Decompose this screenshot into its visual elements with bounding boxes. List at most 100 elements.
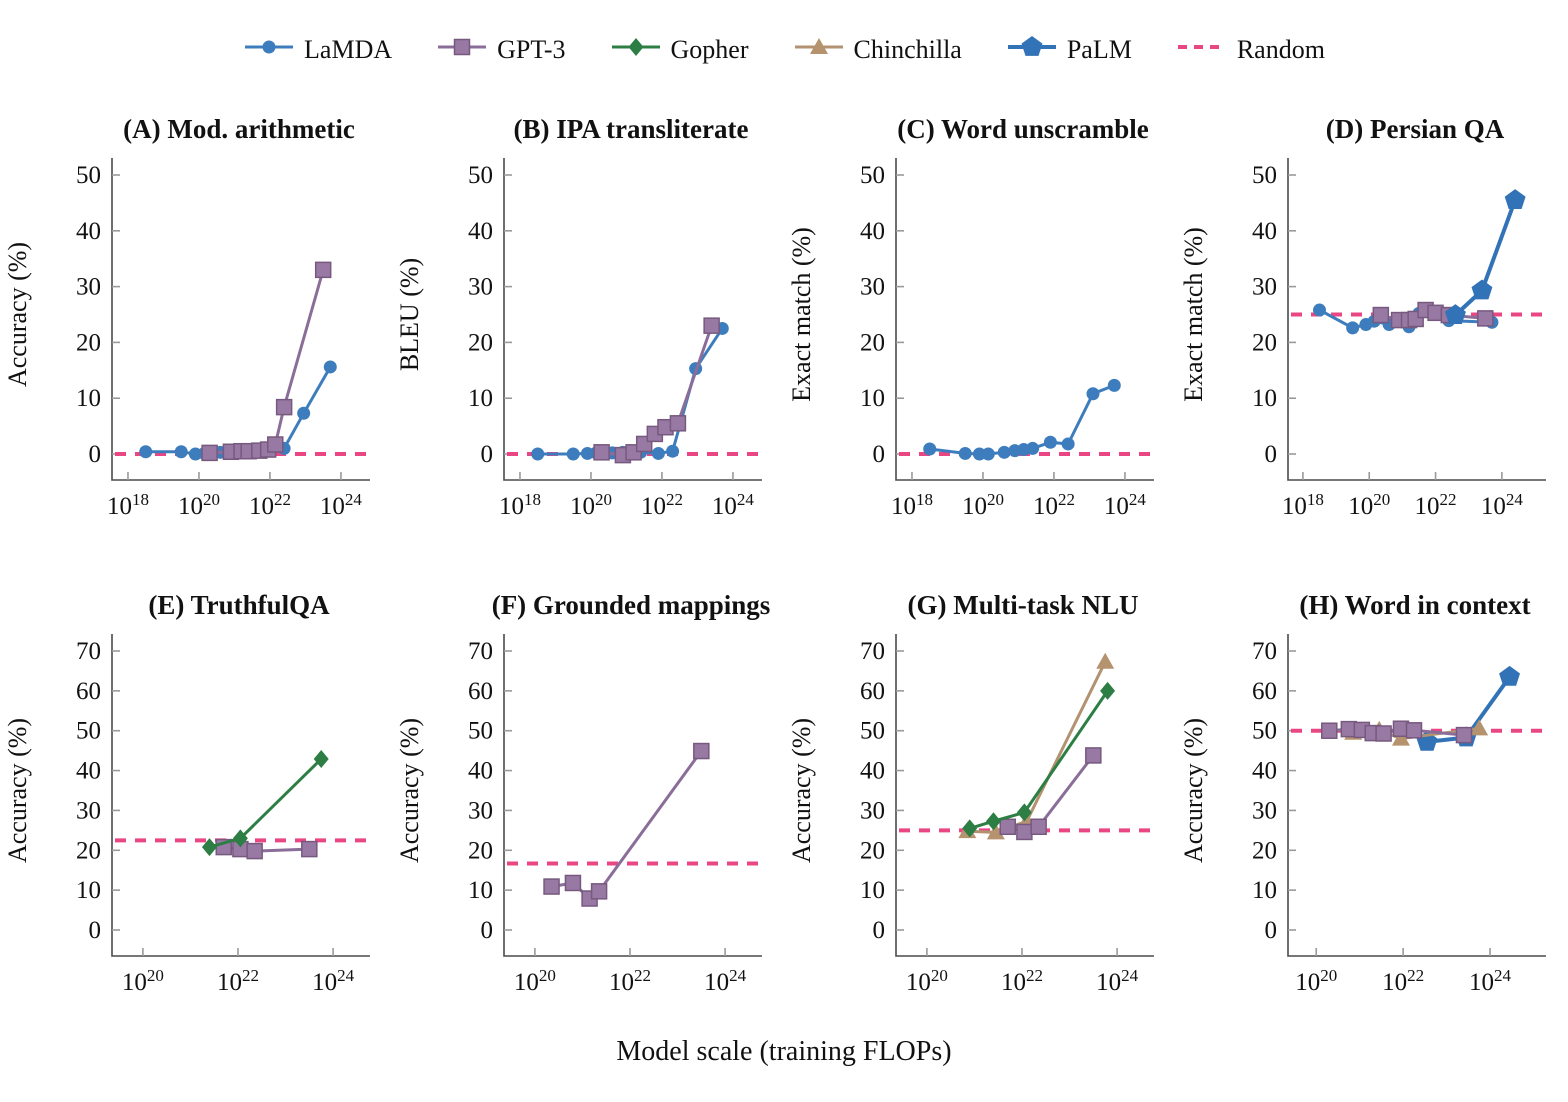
svg-text:Exact match (%): Exact match (%) [787, 227, 816, 402]
panel-f: (F) Grounded mappings Accuracy (%) 0 10 20 3… [392, 588, 784, 1012]
panel-a: (A) Mod. arithmetic Accuracy (%) 0 10 20 30 4… [0, 112, 392, 536]
svg-text:60: 60 [860, 678, 885, 705]
svg-text:1024: 1024 [1481, 490, 1524, 520]
svg-text:1020: 1020 [906, 966, 948, 996]
panel-g-chart: Accuracy (%) 0 10 20 30 40 50 60 70 1020 1022 1024 [784, 626, 1176, 1012]
panel-d-title: (D) Persian QA [1325, 114, 1505, 144]
panel-c-chart: Exact match (%) 0 10 20 30 40 50 1018 1020 1022 10… [784, 150, 1176, 536]
svg-text:40: 40 [468, 218, 493, 245]
svg-text:30: 30 [76, 274, 101, 301]
svg-text:40: 40 [76, 218, 101, 245]
svg-text:0: 0 [89, 917, 102, 944]
svg-text:1024: 1024 [1096, 966, 1139, 996]
svg-text:1024: 1024 [1104, 490, 1147, 520]
svg-text:30: 30 [1252, 274, 1277, 301]
svg-text:10: 10 [860, 877, 885, 904]
panel-e-chart: Accuracy (%) 0 10 20 30 40 50 60 70 1020 1022 1024 [0, 626, 392, 1012]
svg-text:1020: 1020 [1348, 490, 1390, 520]
palm-pentagon-marker-icon [1006, 34, 1058, 65]
svg-text:Accuracy (%): Accuracy (%) [1179, 718, 1208, 863]
svg-text:30: 30 [1252, 797, 1277, 824]
svg-text:60: 60 [76, 678, 101, 705]
svg-text:50: 50 [76, 162, 101, 189]
svg-text:50: 50 [1252, 162, 1277, 189]
svg-text:1022: 1022 [249, 490, 291, 520]
svg-text:40: 40 [1252, 218, 1277, 245]
svg-text:20: 20 [1252, 329, 1277, 356]
chinchilla-triangle-marker-icon [793, 34, 845, 65]
svg-text:60: 60 [1252, 678, 1277, 705]
svg-text:1020: 1020 [178, 490, 220, 520]
svg-text:0: 0 [1265, 917, 1278, 944]
svg-text:60: 60 [468, 678, 493, 705]
svg-text:0: 0 [481, 917, 494, 944]
legend-item-gpt3: GPT-3 [436, 34, 566, 65]
panel-g-title: (G) Multi-task NLU [907, 590, 1139, 620]
legend-label: PaLM [1066, 34, 1132, 64]
svg-text:1022: 1022 [217, 966, 259, 996]
svg-text:1018: 1018 [1282, 490, 1324, 520]
lamda-circle-marker-icon [243, 34, 295, 65]
svg-text:20: 20 [860, 837, 885, 864]
svg-text:0: 0 [873, 441, 886, 468]
svg-text:1022: 1022 [1382, 966, 1424, 996]
svg-text:0: 0 [1265, 441, 1278, 468]
panel-e: (E) TruthfulQA Accuracy (%) 0 10 20 30 40 50 60… [0, 588, 392, 1012]
svg-text:Accuracy (%): Accuracy (%) [3, 242, 32, 387]
svg-text:20: 20 [1252, 837, 1277, 864]
svg-text:10: 10 [76, 385, 101, 412]
svg-text:50: 50 [1252, 718, 1277, 745]
svg-text:70: 70 [860, 638, 885, 665]
panel-h-chart: Accuracy (%) 0 10 20 30 40 50 60 70 1020 1022 1024 [1176, 626, 1568, 1012]
svg-text:30: 30 [468, 797, 493, 824]
subplot-row-2: (E) TruthfulQA Accuracy (%) 0 10 20 30 40 50 60… [0, 588, 1568, 1012]
svg-text:Exact match (%): Exact match (%) [1179, 227, 1208, 402]
svg-text:50: 50 [860, 162, 885, 189]
panel-f-chart: Accuracy (%) 0 10 20 30 40 50 60 70 1020 1022 1024 [392, 626, 784, 1012]
svg-text:1018: 1018 [499, 490, 541, 520]
svg-text:10: 10 [468, 385, 493, 412]
legend-label: Chinchilla [853, 34, 962, 64]
legend-label: Gopher [670, 34, 749, 64]
panel-b-chart: BLEU (%) 0 10 20 30 40 50 1018 1020 1022 1024 [392, 150, 784, 536]
svg-text:1022: 1022 [1415, 490, 1457, 520]
svg-text:20: 20 [468, 329, 493, 356]
panel-h: (H) Word in context Accuracy (%) 0 10 20 30 4… [1176, 588, 1568, 1012]
panel-a-title: (A) Mod. arithmetic [123, 114, 355, 144]
svg-text:10: 10 [1252, 385, 1277, 412]
svg-text:40: 40 [860, 218, 885, 245]
svg-text:1018: 1018 [107, 490, 149, 520]
svg-text:1022: 1022 [609, 966, 651, 996]
subplot-row-1: (A) Mod. arithmetic Accuracy (%) 0 10 20 30 4… [0, 112, 1568, 536]
svg-text:50: 50 [468, 162, 493, 189]
svg-text:10: 10 [76, 877, 101, 904]
gpt3-square-marker-icon [436, 34, 488, 65]
svg-text:1020: 1020 [570, 490, 612, 520]
panel-c-title: (C) Word unscramble [897, 114, 1149, 144]
panel-b: (B) IPA transliterate BLEU (%) 0 10 20 30 40 5… [392, 112, 784, 536]
legend-item-gopher: Gopher [610, 34, 749, 65]
svg-text:1024: 1024 [312, 966, 355, 996]
svg-text:BLEU (%): BLEU (%) [395, 258, 424, 371]
panel-a-chart: Accuracy (%) 0 10 20 30 40 50 1018 1020 1022 1024 [0, 150, 392, 536]
panel-f-title: (F) Grounded mappings [491, 590, 771, 620]
svg-text:10: 10 [468, 877, 493, 904]
svg-text:40: 40 [468, 758, 493, 785]
svg-text:1018: 1018 [891, 490, 933, 520]
panel-b-title: (B) IPA transliterate [513, 114, 749, 144]
svg-text:1020: 1020 [1295, 966, 1337, 996]
svg-text:0: 0 [89, 441, 102, 468]
legend-label: LaMDA [304, 34, 393, 64]
panel-h-title: (H) Word in context [1299, 590, 1531, 620]
legend-item-lamda: LaMDA [243, 34, 392, 65]
shared-x-axis-label: Model scale (training FLOPs) [616, 1036, 952, 1067]
panel-c: (C) Word unscramble Exact match (%) 0 10 20… [784, 112, 1176, 536]
legend-item-random: Random [1176, 34, 1325, 65]
